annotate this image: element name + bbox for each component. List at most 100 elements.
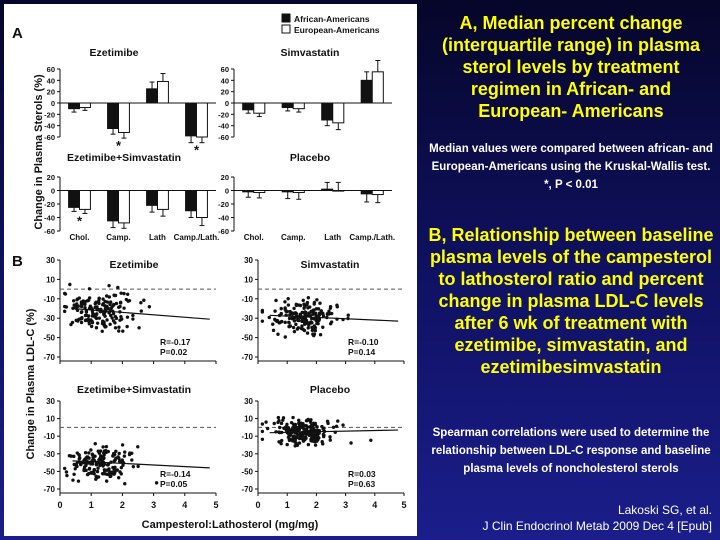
scatter-x-tick-label: 4	[182, 500, 187, 510]
scatter-point	[314, 307, 319, 311]
bar-y-tick-label: -60	[44, 227, 55, 236]
bar-y-tick-label: -60	[44, 133, 55, 142]
scatter-point	[306, 326, 310, 330]
scatter-point	[71, 299, 76, 303]
scatter-point	[126, 299, 130, 303]
scatter-point	[283, 300, 287, 304]
scatter-point	[278, 425, 282, 430]
scatter-point	[95, 469, 100, 474]
scatter-point	[276, 332, 280, 336]
scatter-point	[297, 418, 301, 422]
scatter-point	[89, 471, 93, 475]
scatter-point	[116, 475, 121, 480]
scatter-point	[286, 297, 290, 301]
scatter-point	[285, 442, 289, 447]
scatter-point	[83, 306, 87, 310]
scatter-point	[130, 458, 134, 462]
scatter-point	[119, 472, 123, 476]
bar-y-tick-label: -40	[44, 214, 55, 223]
scatter-point	[302, 302, 306, 306]
correlation-stat: R=-0.17	[160, 337, 191, 347]
scatter-point	[300, 437, 304, 441]
scatter-panel-title: Placebo	[310, 384, 350, 396]
scatter-point	[136, 464, 140, 469]
scatter-point	[287, 324, 292, 329]
scatter-point	[78, 317, 83, 321]
scatter-point	[291, 325, 296, 330]
bar-y-tick-label: 40	[47, 76, 55, 85]
scatter-x-tick-label: 5	[401, 500, 406, 510]
scatter-point	[97, 296, 101, 300]
scatter-point	[300, 310, 304, 315]
scatter-point	[104, 305, 109, 310]
scatter-point	[123, 481, 127, 486]
bar	[157, 80, 169, 104]
citation-journal: J Clin Endocrinol Metab 2009 Dec 4 [Epub…	[482, 519, 712, 533]
scatter-y-tick-label: -30	[241, 450, 253, 459]
scatter-y-tick-label: 30	[46, 397, 55, 406]
scatter-point	[271, 322, 275, 326]
scatter-point	[317, 318, 321, 322]
scatter-point	[317, 313, 322, 317]
scatter-point	[306, 296, 311, 300]
scatter-point	[321, 325, 325, 329]
scatter-point	[315, 439, 319, 443]
scatter-point	[91, 455, 95, 460]
scatter-point	[297, 318, 301, 323]
bar-y-tick-label: -20	[44, 110, 55, 119]
scatter-point	[117, 325, 121, 329]
scatter-point	[336, 419, 340, 423]
scatter-point	[92, 312, 96, 317]
scatter-point	[113, 326, 118, 330]
scatter-x-tick-label: 4	[372, 500, 377, 510]
figure-panel: A B African-Americans European-Americans Cha…	[4, 4, 417, 536]
bar-panel-title: Simvastatin	[281, 47, 340, 59]
bar-y-tick-label: 0	[51, 187, 55, 196]
scatter-point	[294, 436, 299, 440]
heading-b: B, Relationship between baseline plasma …	[428, 225, 714, 377]
scatter-point	[279, 441, 283, 446]
scatter-point	[322, 433, 326, 438]
scatter-point	[105, 300, 110, 304]
bar	[253, 102, 266, 114]
correlation-stat: R=0.03	[348, 469, 376, 479]
scatter-point	[287, 316, 292, 321]
scatter-point	[294, 322, 298, 327]
scatter-point	[312, 421, 316, 426]
scatter-point	[87, 456, 91, 460]
scatter-point	[76, 479, 81, 483]
scatter-point	[72, 454, 76, 459]
scatter-point	[74, 318, 78, 323]
scatter-point	[285, 422, 289, 427]
scatter-point	[108, 322, 112, 327]
scatter-y-tick-label: 10	[244, 275, 253, 284]
scatter-point	[320, 424, 324, 429]
bar	[146, 190, 159, 206]
scatter-y-tick-label: 10	[46, 275, 55, 284]
scatter-panel-title: Ezetimibe+Simvastatin	[77, 384, 191, 396]
scatter-point	[369, 438, 373, 442]
scatter-point	[295, 443, 300, 447]
correlation-stat: P=0.63	[348, 479, 375, 489]
scatter-point	[325, 419, 330, 424]
scatter-point	[118, 300, 123, 305]
legend-label: African-Americans	[294, 14, 370, 24]
scatter-point	[79, 320, 84, 325]
scatter-point	[288, 309, 292, 314]
scatter-point	[89, 324, 94, 329]
scatter-point	[309, 423, 314, 428]
scatter-point	[72, 472, 76, 476]
scatter-point	[122, 454, 127, 458]
scatter-point	[83, 461, 88, 466]
scatter-point	[301, 434, 305, 438]
scatter-point	[112, 468, 116, 472]
scatter-y-tick-label: -70	[241, 353, 253, 362]
heading-a: A, Median percent change (interquartile …	[441, 13, 701, 121]
panel-a-ylabel: Change in Plasma Sterols (%)	[33, 74, 45, 230]
scatter-point	[109, 306, 114, 310]
scatter-point	[292, 306, 296, 311]
scatter-point	[279, 306, 283, 311]
scatter-point	[334, 424, 339, 429]
bar-y-tick-label: -20	[218, 200, 229, 209]
scatter-y-tick-label: -30	[43, 314, 55, 323]
